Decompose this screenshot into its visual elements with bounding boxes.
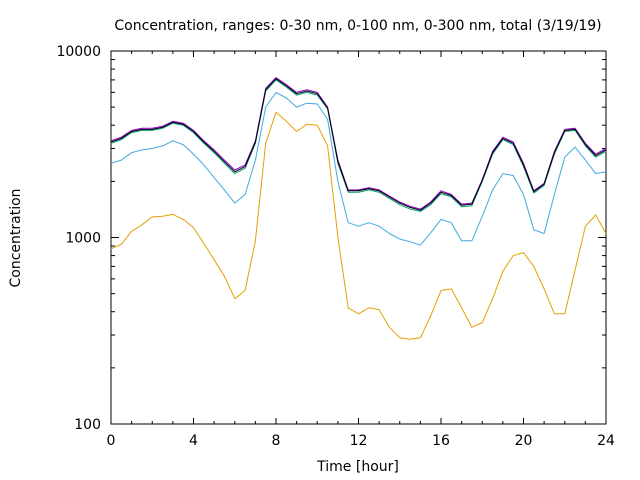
x-tick-label: 4 (189, 433, 198, 449)
series-line-2 (110, 91, 607, 246)
y-tick-label: 100 (74, 417, 101, 433)
chart-title: Concentration, ranges: 0-30 nm, 0-100 nm… (114, 18, 601, 34)
y-axis-label: Concentration (8, 188, 24, 287)
series-line-1 (110, 111, 607, 340)
x-tick-label: 24 (597, 433, 615, 449)
x-tick-label: 20 (515, 433, 533, 449)
y-axis-ticks: 100 1000 10000 (56, 44, 606, 433)
x-axis-label: Time [hour] (316, 459, 399, 475)
series-line-3 (110, 79, 607, 212)
y-tick-label: 10000 (56, 44, 101, 60)
x-axis-ticks: 0 4 8 12 16 20 24 (107, 51, 615, 449)
x-tick-label: 8 (272, 433, 281, 449)
series-line-5 (110, 78, 607, 211)
x-tick-label: 16 (432, 433, 450, 449)
x-tick-label: 12 (350, 433, 368, 449)
series-line-4 (110, 77, 607, 210)
plot-area-border (110, 50, 607, 425)
x-tick-label: 0 (107, 433, 116, 449)
minor-y-ticks (111, 59, 606, 369)
y-tick-label: 1000 (65, 231, 101, 247)
series-lines (110, 77, 607, 340)
